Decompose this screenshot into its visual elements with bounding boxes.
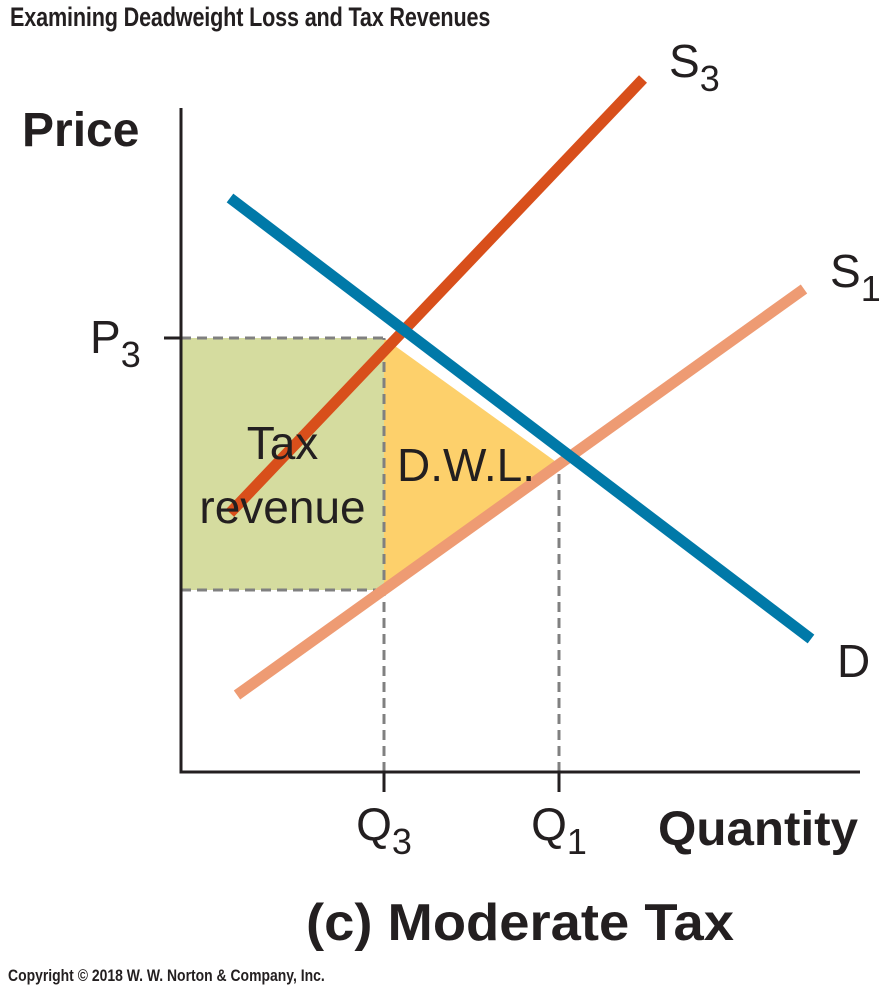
curve-label-main: S xyxy=(830,245,861,297)
tax-revenue-label-line: Tax xyxy=(247,417,319,469)
tick-label-main: Q xyxy=(356,798,392,850)
tick-label-subscript: 1 xyxy=(567,821,587,862)
y-tick-label: P3 xyxy=(90,311,141,375)
tick-label-subscript: 3 xyxy=(392,821,412,862)
x-tick-label: Q3 xyxy=(356,798,412,862)
curve-label-subscript: 1 xyxy=(861,268,881,309)
curve-label-main: D xyxy=(837,635,870,687)
copyright-notice: Copyright © 2018 W. W. Norton & Company,… xyxy=(8,966,325,985)
tick-label-subscript: 3 xyxy=(121,334,141,375)
curve-label-demand: D xyxy=(837,635,870,687)
curve-label-subscript: 3 xyxy=(700,58,720,99)
supply-original-curve xyxy=(233,284,808,700)
tax-revenue-label-line: revenue xyxy=(199,481,365,533)
figure-header: Examining Deadweight Loss and Tax Revenu… xyxy=(10,2,491,32)
tick-label-main: P xyxy=(90,311,121,363)
curve-label-supply-taxed: S3 xyxy=(669,35,720,99)
chart-title: (c) Moderate Tax xyxy=(306,894,734,952)
x-tick-label: Q1 xyxy=(531,798,587,862)
demand-curve xyxy=(226,193,815,644)
y-axis-label: Price xyxy=(22,104,139,157)
tick-label-main: Q xyxy=(531,798,567,850)
dwl-region xyxy=(384,338,559,590)
curves xyxy=(226,75,815,700)
curve-label-main: S xyxy=(669,35,700,87)
chart-text: Price Quantity (c) Moderate Tax Tax reven… xyxy=(22,35,881,952)
curve-label-supply-original: S1 xyxy=(830,245,881,309)
guide-lines xyxy=(164,336,561,792)
dwl-label-line: D.W.L. xyxy=(397,439,535,491)
axes xyxy=(179,108,860,774)
supply-taxed-curve xyxy=(226,75,647,517)
x-axis-label: Quantity xyxy=(658,803,858,856)
